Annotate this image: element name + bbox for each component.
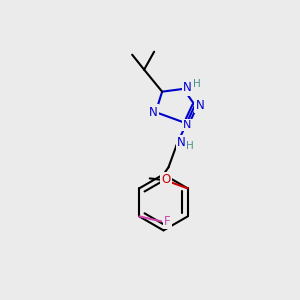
Text: N: N <box>196 99 204 112</box>
Text: H: H <box>186 141 193 152</box>
Text: N: N <box>183 81 192 94</box>
Text: H: H <box>193 79 200 89</box>
Text: N: N <box>177 136 186 149</box>
Text: N: N <box>183 120 192 130</box>
Text: O: O <box>161 173 170 186</box>
Text: F: F <box>164 215 170 228</box>
Text: N: N <box>149 106 158 119</box>
